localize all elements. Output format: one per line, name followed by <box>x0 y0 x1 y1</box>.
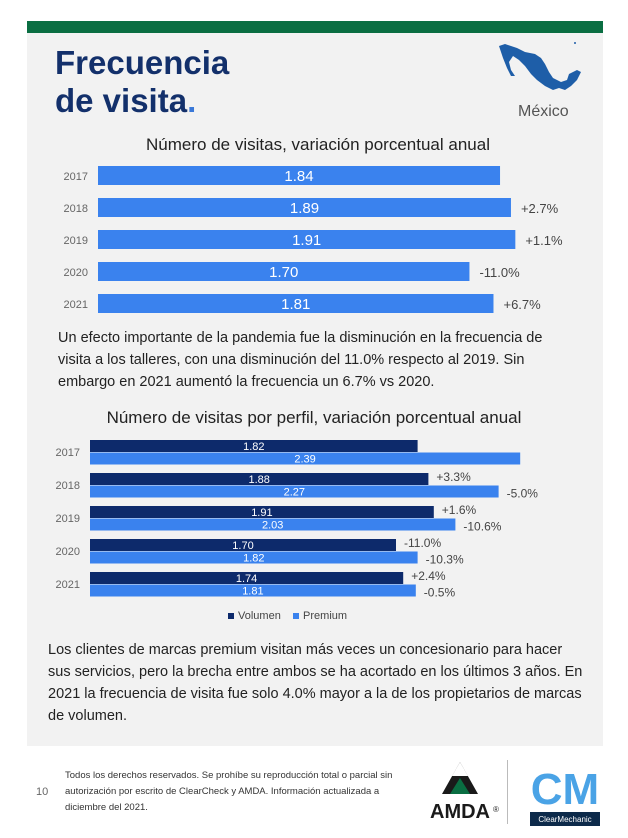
chart2-change-premium-2020: -10.3% <box>426 553 464 567</box>
chart2-value-premium-2017: 2.39 <box>294 454 315 466</box>
chart2-year-2021: 2021 <box>56 579 80 591</box>
chart1-bar-2020 <box>98 262 470 281</box>
chart2-bar-volumen-2017 <box>90 440 418 452</box>
top-accent-bar <box>27 21 603 33</box>
chart1-change-2021: +6.7% <box>503 297 541 312</box>
chart1-value-2021: 1.81 <box>281 296 310 313</box>
chart2-value-volumen-2017: 1.82 <box>243 441 264 453</box>
chart1-year-2020: 2020 <box>64 267 88 279</box>
chart2-change-premium-2019: -10.6% <box>463 520 501 534</box>
chart2-value-premium-2021: 1.81 <box>242 586 263 598</box>
chart2: 2017 1.82 2.39 2018 1.88 +3.3% 2.27 -5.0% 2019 1.… <box>56 440 539 600</box>
legend-premium-swatch <box>293 613 300 620</box>
chart1-title: Número de visitas, variación porcentual … <box>146 135 490 154</box>
chart2-change-volumen-2021: +2.4% <box>411 569 446 583</box>
chart2-value-volumen-2019: 1.91 <box>251 507 272 519</box>
chart2-change-volumen-2018: +3.3% <box>436 470 471 484</box>
chart2-value-volumen-2018: 1.88 <box>248 474 269 486</box>
chart2-change-volumen-2020: -11.0% <box>404 536 441 550</box>
content-panel <box>27 33 603 746</box>
legend-volumen: Volumen <box>238 610 281 622</box>
amda-logo-text: AMDA <box>430 801 490 823</box>
amda-logo: AMDA ® <box>430 762 499 823</box>
chart1-value-2017: 1.84 <box>284 168 313 185</box>
chart1-value-2019: 1.91 <box>292 232 321 249</box>
chart2-year-2017: 2017 <box>56 447 80 459</box>
chart2-value-volumen-2021: 1.74 <box>236 573 257 585</box>
chart1-bar-2018 <box>98 198 511 217</box>
chart1-change-2020: -11.0% <box>479 265 520 280</box>
page-number: 10 <box>36 786 49 798</box>
chart2-value-premium-2018: 2.27 <box>284 487 305 499</box>
title-dot: . <box>187 82 197 119</box>
chart1-change-2018: +2.7% <box>521 201 559 216</box>
chart1-bar-2019 <box>98 230 516 249</box>
country-label: México <box>518 103 569 120</box>
chart2-bar-premium-2020 <box>90 551 418 564</box>
chart1-bar-2017 <box>98 166 501 185</box>
title-line-1: Frecuencia <box>55 44 230 81</box>
chart2-change-volumen-2019: +1.6% <box>442 503 477 517</box>
title-line-2-text: de visita <box>55 82 188 119</box>
clearmechanic-logo: CM ClearMechanic <box>530 762 600 826</box>
chart1-year-2017: 2017 <box>64 171 88 183</box>
chart2-value-volumen-2020: 1.70 <box>232 540 253 552</box>
chart2-bar-premium-2021 <box>90 584 416 597</box>
chart2-bar-volumen-2018 <box>90 473 429 485</box>
chart1-bar-2021 <box>98 294 494 313</box>
paragraph-1: Un efecto importante de la pandemia fue … <box>58 330 543 390</box>
title-line-2: de visita. <box>55 82 229 120</box>
paragraph-2: Los clientes de marcas premium visitan m… <box>48 642 583 724</box>
clearmechanic-text: ClearMechanic <box>538 815 591 824</box>
footer-divider <box>507 760 508 824</box>
chart2-legend: Volumen Premium <box>228 610 347 622</box>
chart2-bar-volumen-2019 <box>90 506 434 518</box>
chart1-value-2020: 1.70 <box>269 264 298 281</box>
chart1-year-2021: 2021 <box>64 299 88 311</box>
chart2-value-premium-2020: 1.82 <box>243 553 264 565</box>
chart2-bar-volumen-2021 <box>90 572 404 584</box>
legend-premium: Premium <box>303 610 348 622</box>
chart2-value-premium-2019: 2.03 <box>262 520 283 532</box>
chart1-year-2019: 2019 <box>64 235 88 247</box>
chart2-year-2018: 2018 <box>56 480 80 492</box>
chart2-bar-volumen-2020 <box>90 539 396 551</box>
chart2-title: Número de visitas por perfil, variación … <box>106 408 522 427</box>
chart2-bar-premium-2018 <box>90 485 499 498</box>
legend-volumen-swatch <box>228 613 234 620</box>
footer-rights: Todos los derechos reservados. Se prohíb… <box>65 770 393 813</box>
amda-logo-mark: ® <box>493 805 499 814</box>
chart2-bar-premium-2019 <box>90 518 456 531</box>
chart1-change-2019: +1.1% <box>525 233 563 248</box>
chart1-value-2018: 1.89 <box>290 200 319 217</box>
chart2-year-2019: 2019 <box>56 513 80 525</box>
page-title: Frecuencia de visita. <box>55 44 229 120</box>
cm-logo-letters: CM <box>531 765 599 814</box>
chart2-bar-premium-2017 <box>90 452 521 465</box>
chart2-change-premium-2018: -5.0% <box>507 487 539 501</box>
chart2-year-2020: 2020 <box>56 546 80 558</box>
chart1: 2017 1.84 2018 1.89 +2.7% 2019 1.91 +1.1% 2020 1.… <box>64 166 563 313</box>
chart2-change-premium-2021: -0.5% <box>424 586 456 600</box>
mexico-map-icon <box>499 42 581 90</box>
chart1-year-2018: 2018 <box>64 203 88 215</box>
